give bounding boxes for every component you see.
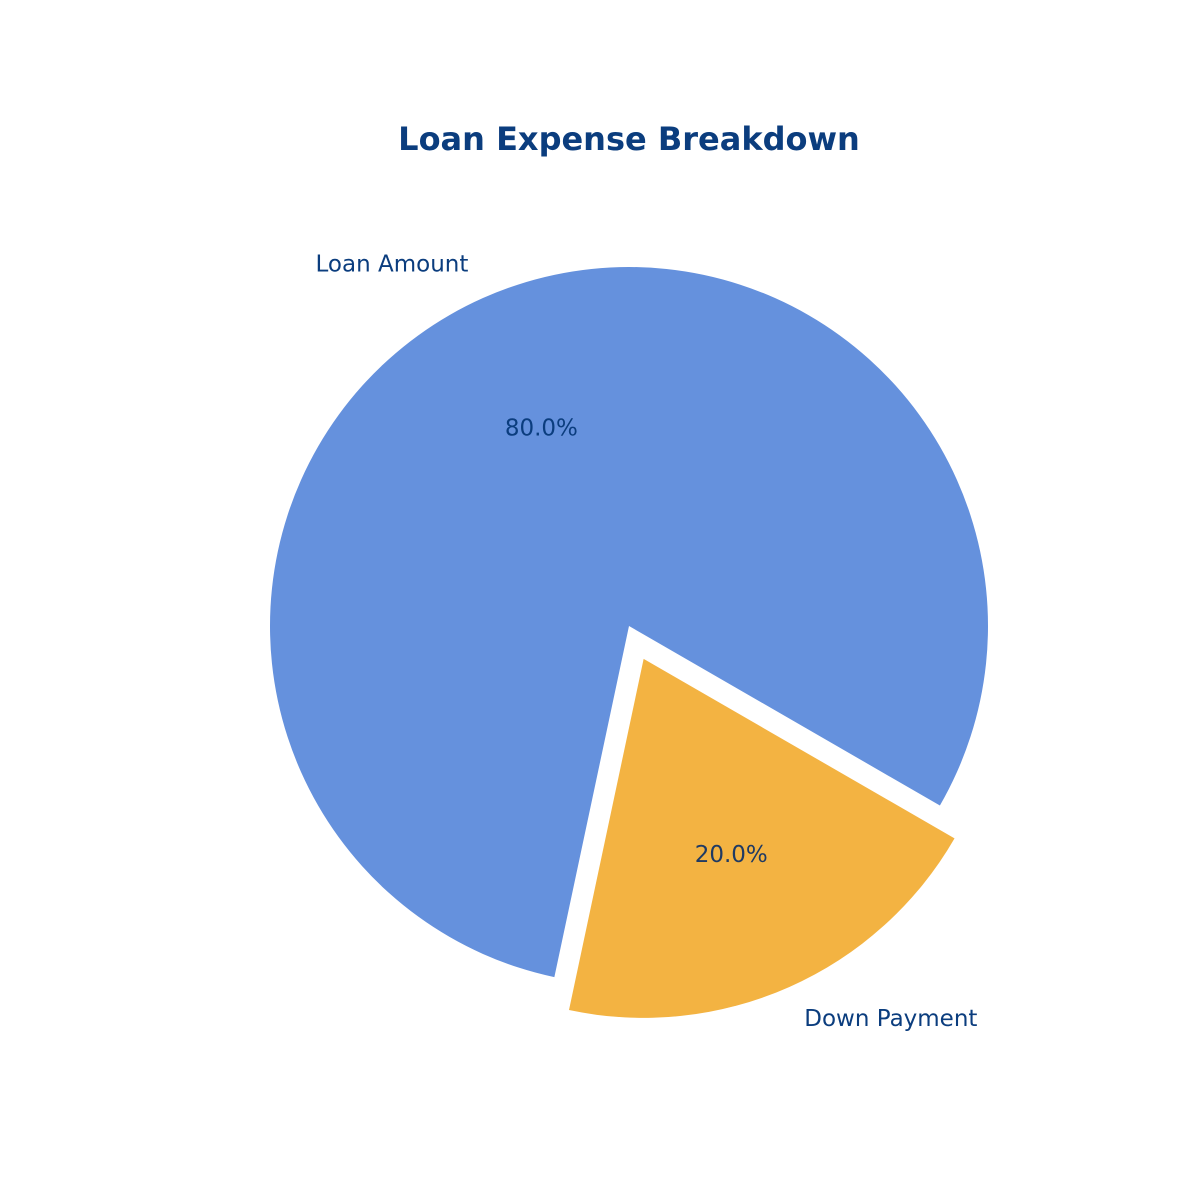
pie-slices xyxy=(269,266,988,1018)
slice-percent-loan-amount: 80.0% xyxy=(505,416,578,442)
slice-label-loan-amount: Loan Amount xyxy=(316,252,469,278)
pie-slice-loan-amount xyxy=(269,266,988,978)
slice-label-down-payment: Down Payment xyxy=(804,1006,977,1032)
slice-percent-down-payment: 20.0% xyxy=(695,842,768,868)
chart-title: Loan Expense Breakdown xyxy=(398,120,860,158)
pie-labels: Loan Amount 80.0% Down Payment 20.0% xyxy=(316,252,978,1032)
pie-slice-down-payment xyxy=(569,658,955,1018)
